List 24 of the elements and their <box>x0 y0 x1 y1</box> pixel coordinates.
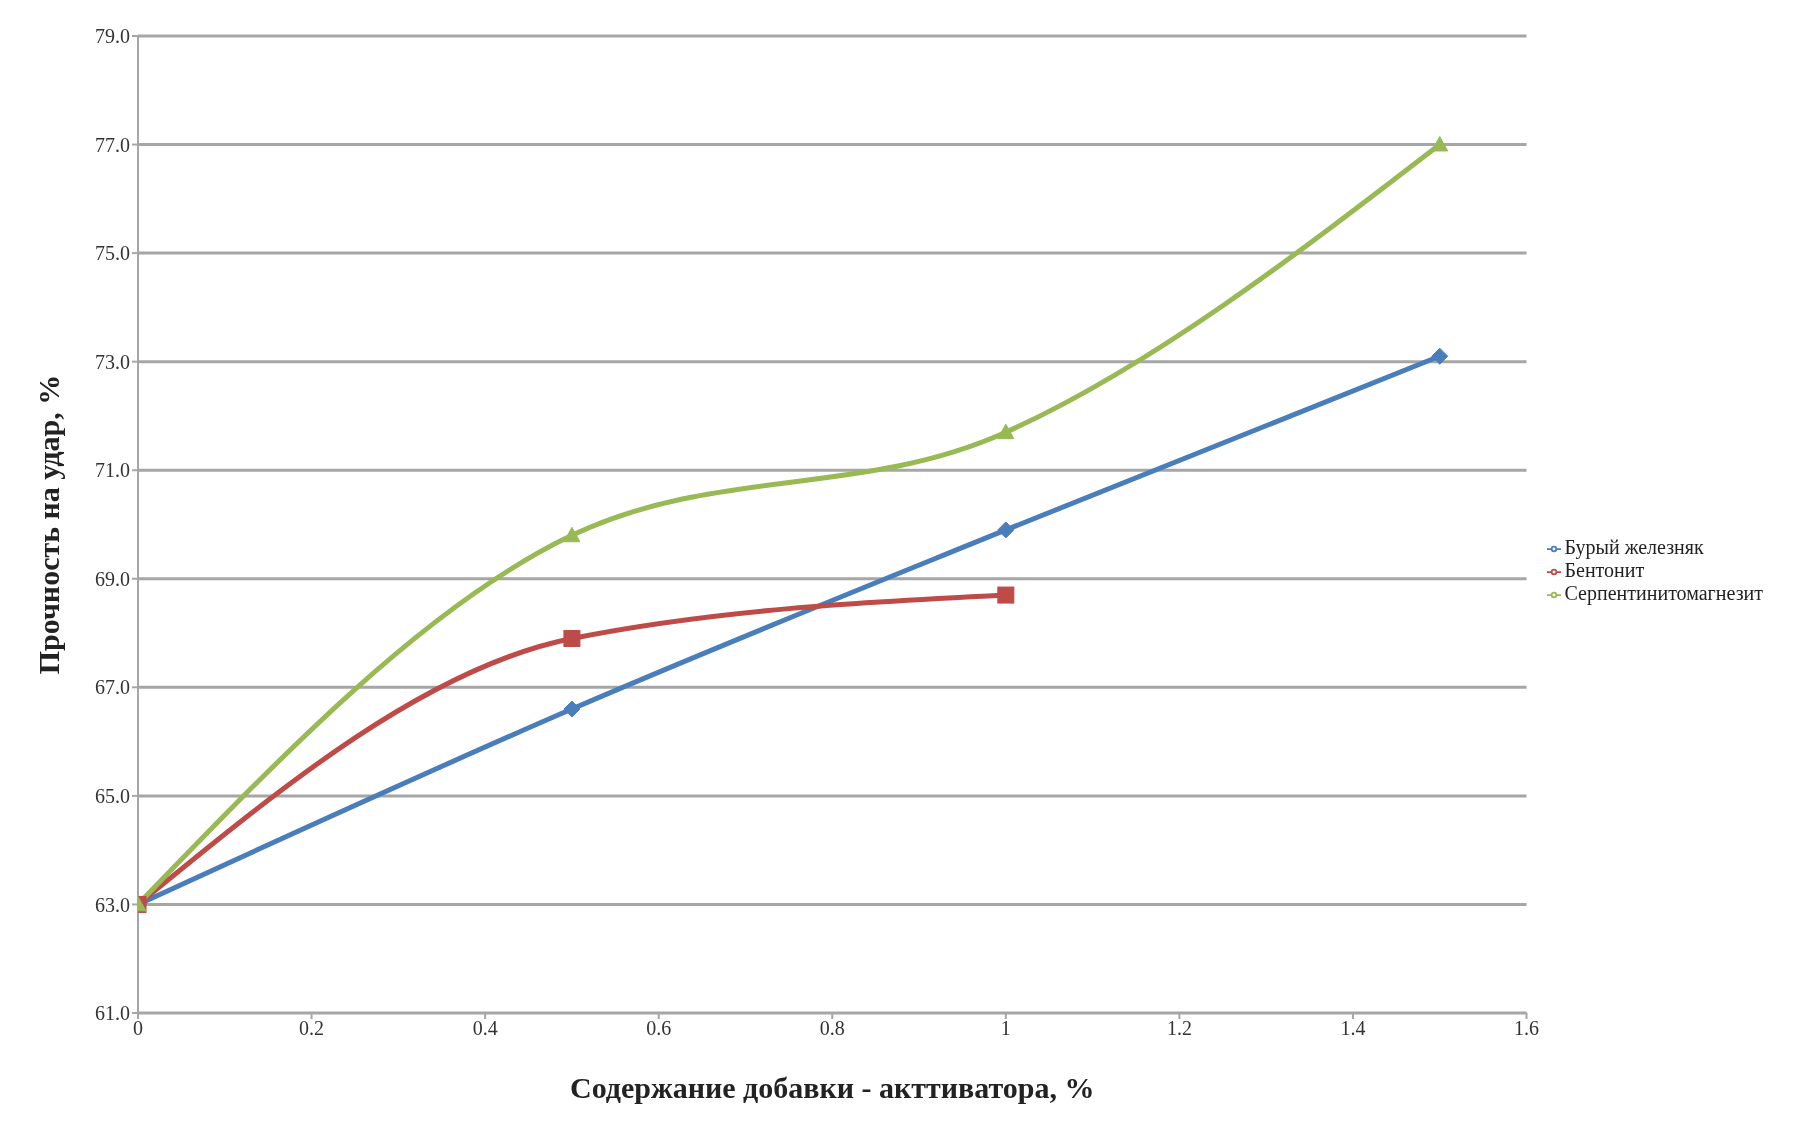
legend-label: Бурый железняк <box>1564 536 1704 558</box>
y-axis-title: Прочность на удар, % <box>31 374 65 675</box>
x-tick-label: 0.4 <box>472 1017 498 1040</box>
legend-label: Серпентинитомагнезит <box>1564 582 1763 604</box>
x-tick-label: 0 <box>133 1017 143 1040</box>
x-tick-label: 1.2 <box>1166 1017 1192 1040</box>
x-tick-label: 1 <box>1000 1017 1011 1040</box>
y-tick-label: 71.0 <box>95 459 130 482</box>
y-tick-label: 63.0 <box>95 893 130 916</box>
x-tick-label: 1.6 <box>1514 1017 1540 1040</box>
legend-label: Бентонит <box>1564 559 1645 581</box>
x-tick-label: 0.2 <box>299 1017 325 1040</box>
y-tick-label: 75.0 <box>95 242 130 265</box>
x-tick-label: 1.4 <box>1340 1017 1366 1040</box>
y-tick-label: 69.0 <box>95 567 130 590</box>
y-tick-label: 65.0 <box>95 784 130 807</box>
y-tick-label: 77.0 <box>95 133 130 156</box>
y-tick-label: 79.0 <box>95 25 130 48</box>
y-tick-label: 61.0 <box>95 1002 130 1025</box>
x-axis-title: Содержание добавки - акттиватора, % <box>569 1071 1095 1104</box>
x-tick-label: 0.6 <box>646 1017 672 1040</box>
y-tick-label: 67.0 <box>95 676 130 699</box>
y-tick-label: 73.0 <box>95 350 130 373</box>
x-tick-label: 0.8 <box>819 1017 845 1040</box>
